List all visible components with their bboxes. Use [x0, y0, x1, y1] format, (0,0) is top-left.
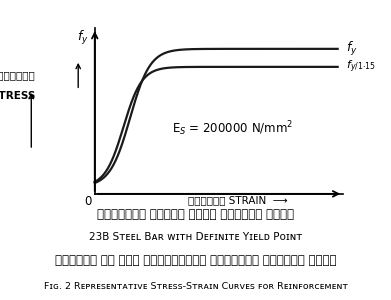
Text: E$_S$ = 200000 N/mm$^2$: E$_S$ = 200000 N/mm$^2$: [172, 120, 293, 138]
Text: निश्चित पराभव वाली इस्पात छड़ें: निश्चित पराभव वाली इस्पात छड़ें: [97, 208, 294, 221]
Text: 23B Sᴛᴇᴇʟ Bᴀʀ ᴡɪᴛʜ Dᴇꜰɪɴɪᴛᴇ Yɪᴇʟᴅ Pᴏɪɴᴛ: 23B Sᴛᴇᴇʟ Bᴀʀ ᴡɪᴛʜ Dᴇꜰɪɴɪᴛᴇ Yɪᴇʟᴅ Pᴏɪɴᴛ: [89, 232, 302, 242]
Text: 0: 0: [84, 194, 91, 208]
Text: f$_y$: f$_y$: [346, 40, 358, 58]
Text: f$_{y/1{\cdot}15}$: f$_{y/1{\cdot}15}$: [346, 59, 377, 75]
Text: इस्पात के लिए प्रतिनिधि प्रतिबल विकृति वक्र: इस्पात के लिए प्रतिनिधि प्रतिबल विकृति व…: [55, 254, 336, 266]
Text: f$_y$: f$_y$: [77, 29, 89, 47]
Text: प्रतिबल: प्रतिबल: [0, 70, 36, 80]
Text: विकृति STRAIN  ⟶: विकृति STRAIN ⟶: [188, 196, 288, 206]
Text: STRESS: STRESS: [0, 91, 36, 101]
Text: Fɪɢ. 2 Rᴇᴘʀᴇꜱᴇɴᴛᴀᴛɪᴠᴇ Sᴛʀᴇꜱꜱ-Sᴛʀᴀɪɴ Cᴜʀᴠᴇꜱ ꜰᴏʀ Rᴇɪɴꜰᴏʀᴄᴇᴍᴇɴᴛ: Fɪɢ. 2 Rᴇᴘʀᴇꜱᴇɴᴛᴀᴛɪᴠᴇ Sᴛʀᴇꜱꜱ-Sᴛʀᴀɪɴ Cᴜʀᴠ…: [43, 282, 348, 291]
